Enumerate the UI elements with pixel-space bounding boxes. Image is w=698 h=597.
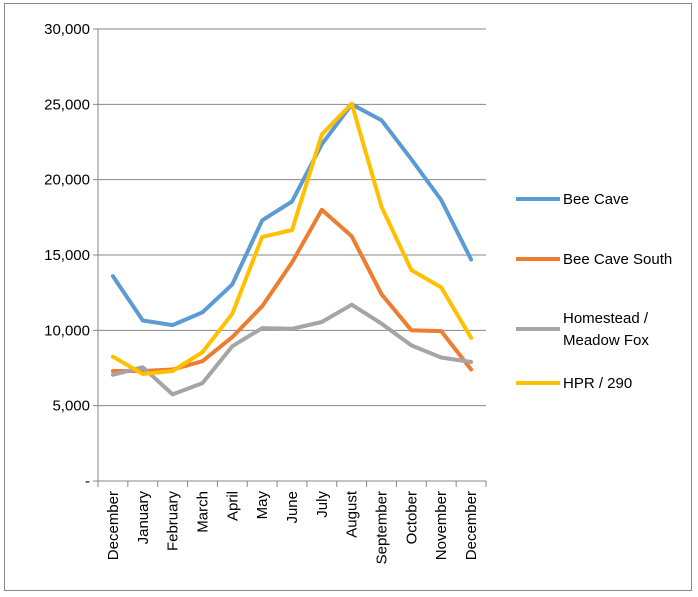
x-tick-label: August bbox=[344, 490, 361, 538]
x-tick-label: April bbox=[224, 491, 241, 521]
y-tick-label: 20,000 bbox=[44, 172, 90, 189]
y-tick-label: 30,000 bbox=[44, 21, 90, 38]
y-axis-tick-labels: - 5,000 10,000 15,000 20,000 25,000 30,000 bbox=[44, 21, 90, 490]
x-tick-label: December bbox=[463, 491, 480, 560]
x-tick-label: March bbox=[194, 491, 211, 533]
y-tick-label: 25,000 bbox=[44, 96, 90, 113]
x-tick-label: November bbox=[433, 491, 450, 560]
legend-label: Bee Cave South bbox=[563, 251, 672, 268]
gridlines bbox=[98, 28, 486, 407]
x-tick-label: May bbox=[254, 491, 271, 520]
y-tick-label: - bbox=[85, 473, 90, 490]
x-tick-label: October bbox=[403, 491, 420, 544]
chart-frame bbox=[4, 3, 692, 591]
legend-label: Meadow Fox bbox=[563, 332, 649, 349]
legend: Bee Cave Bee Cave South Homestead / Meadow … bbox=[516, 191, 672, 392]
series-line-4 bbox=[110, 101, 474, 376]
x-tick-label: January bbox=[135, 491, 152, 545]
legend-label: Homestead / bbox=[563, 310, 649, 327]
x-tick-label: July bbox=[314, 491, 331, 518]
x-axis-tick-labels: December January February March April May June… bbox=[105, 490, 480, 564]
y-tick-label: 5,000 bbox=[52, 398, 90, 415]
axes bbox=[93, 28, 487, 487]
series-line-1 bbox=[110, 102, 474, 328]
x-tick-label: June bbox=[284, 491, 301, 524]
y-tick-label: 10,000 bbox=[44, 322, 90, 339]
series-line-3 bbox=[110, 302, 474, 397]
x-tick-label: February bbox=[165, 491, 182, 552]
y-tick-label: 15,000 bbox=[44, 247, 90, 264]
legend-label: Bee Cave bbox=[563, 191, 629, 208]
legend-label: HPR / 290 bbox=[563, 375, 632, 392]
series-lines bbox=[110, 101, 474, 397]
x-tick-label: September bbox=[374, 491, 391, 564]
x-tick-label: December bbox=[105, 491, 122, 560]
